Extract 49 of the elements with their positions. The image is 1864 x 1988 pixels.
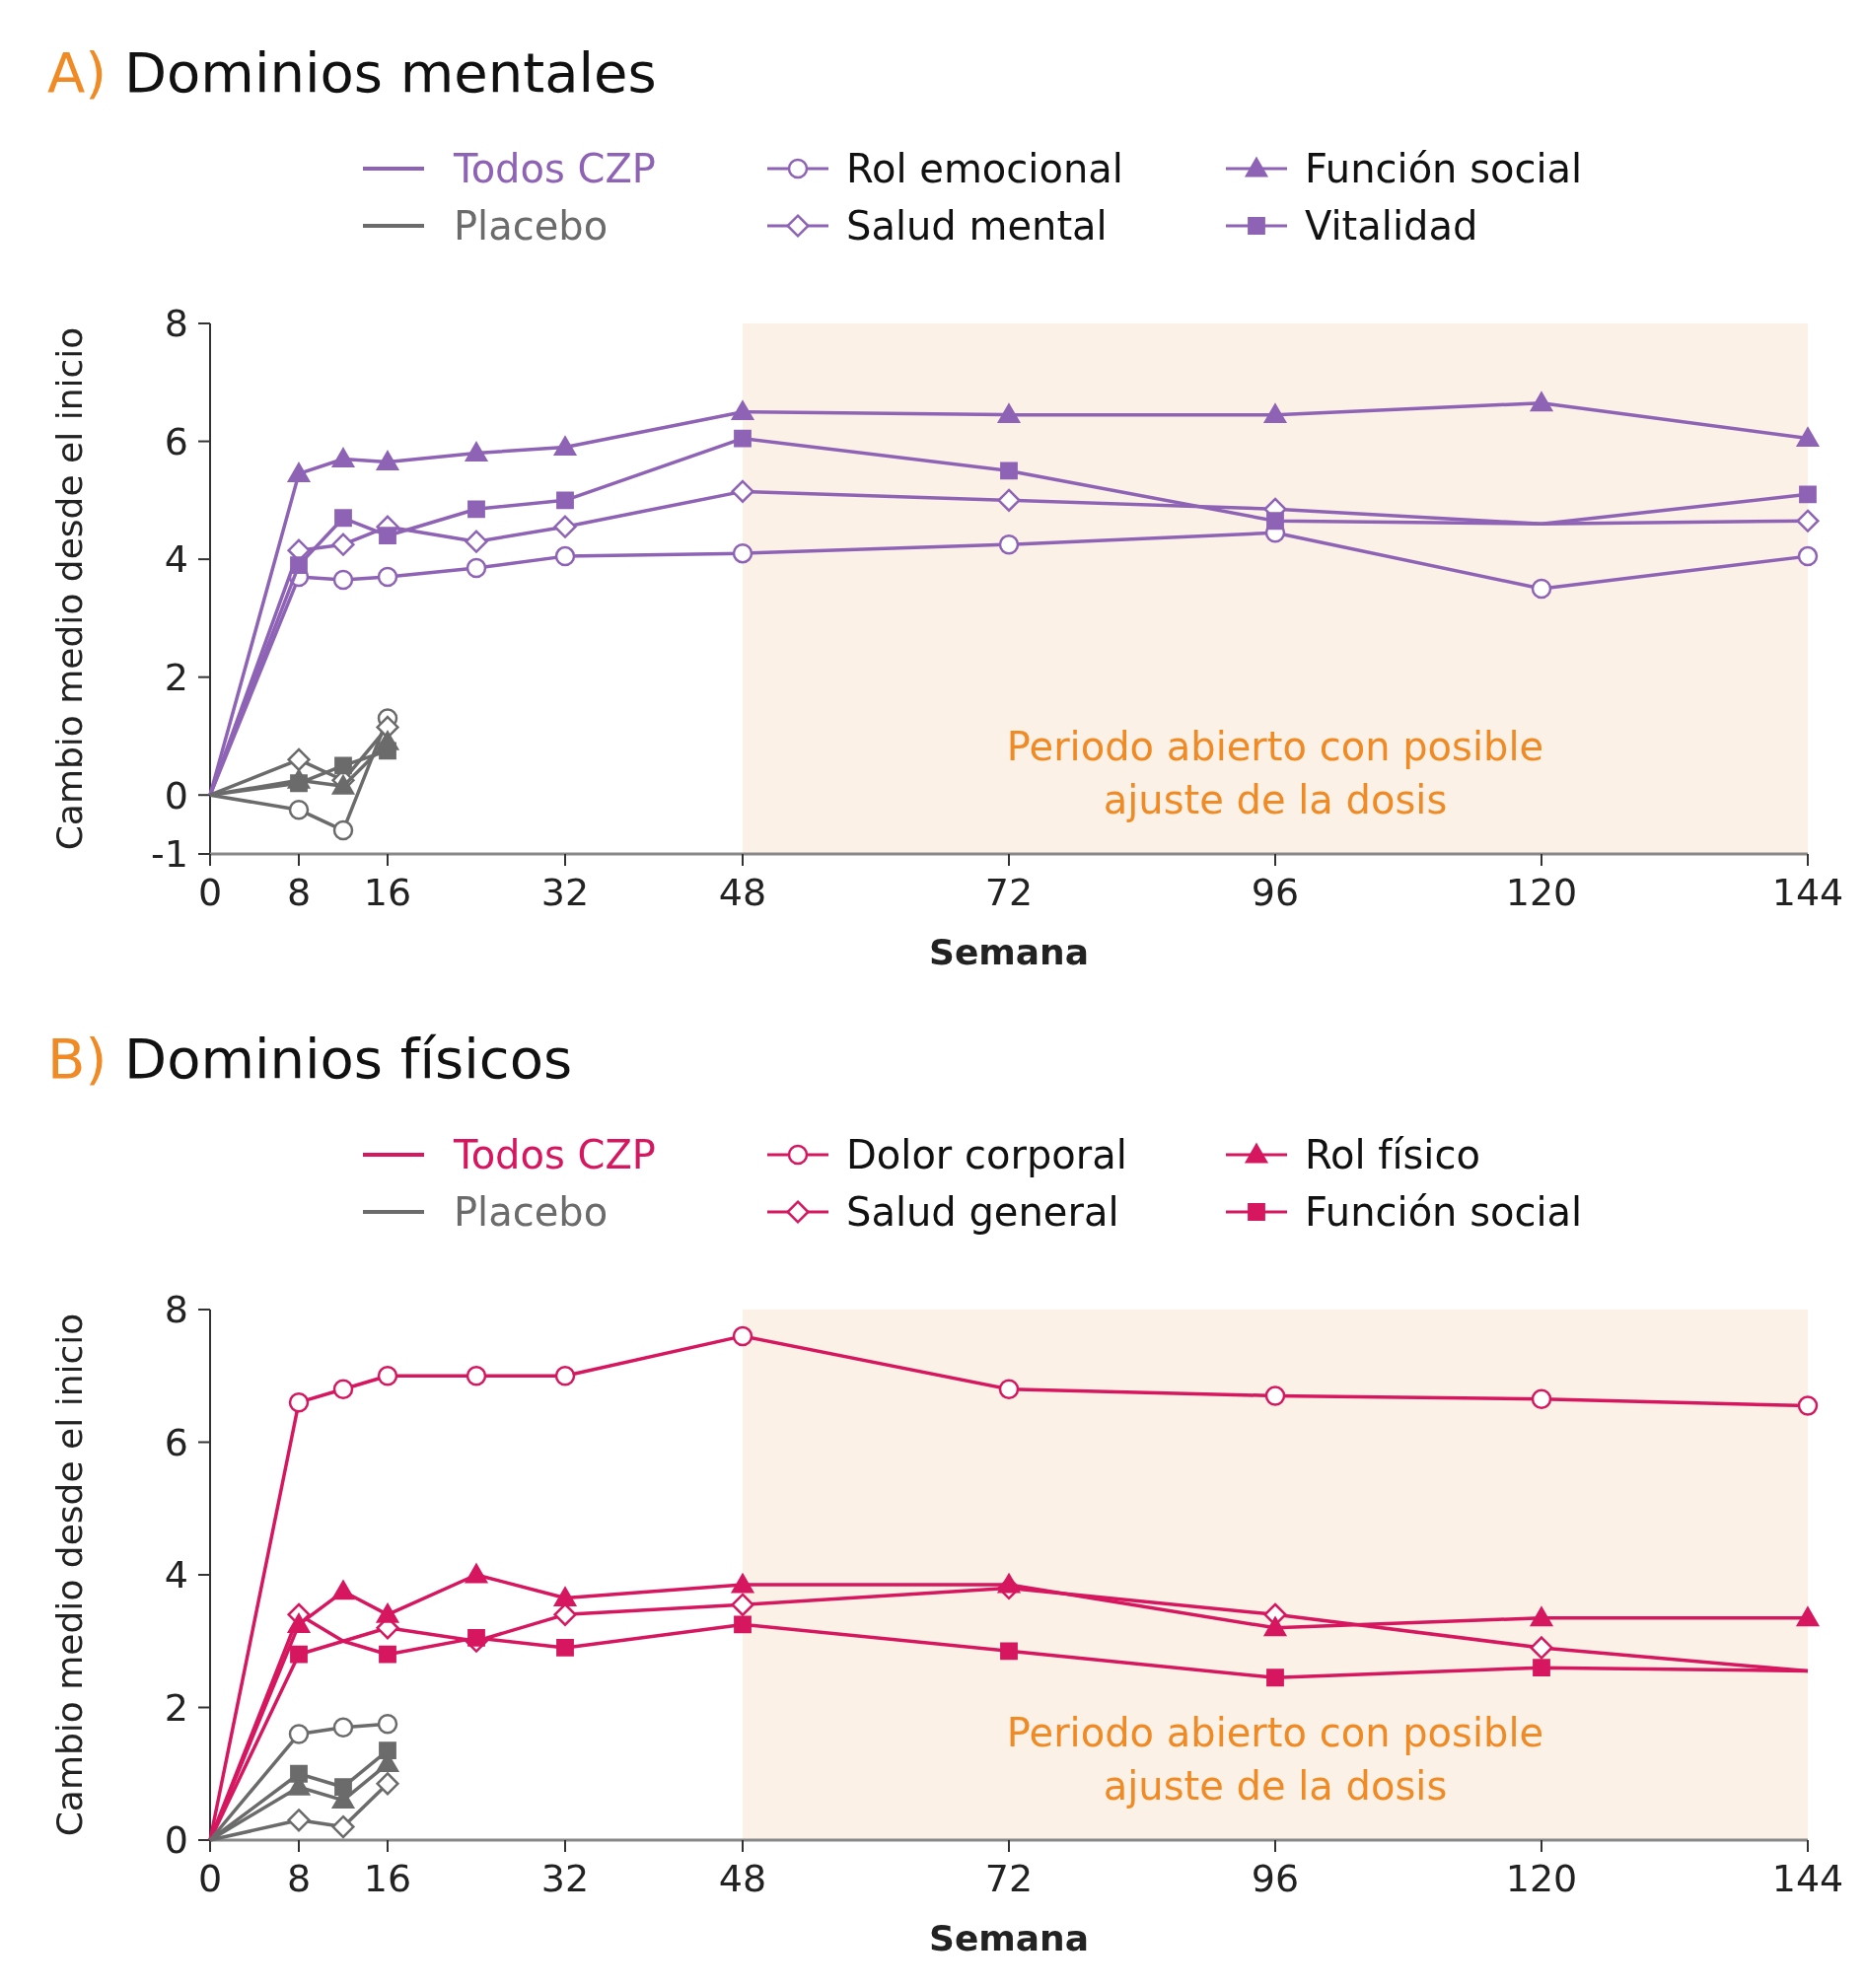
x-tick-label: 96	[1251, 1857, 1300, 1900]
band-label: Periodo abierto con posible ajuste de la dosis	[1006, 1710, 1544, 1809]
legend-label: Función social	[1305, 146, 1583, 191]
y-tick-label: 4	[164, 537, 188, 582]
y-tick-label: 2	[164, 655, 188, 699]
x-tick-label: 144	[1771, 871, 1844, 914]
legend-label: Rol físico	[1305, 1132, 1480, 1177]
x-axis-title: Semana	[928, 1918, 1090, 1958]
band-label: Periodo abierto con posible ajuste de la dosis	[1006, 724, 1544, 822]
text: Todos CZP	[453, 1132, 656, 1177]
text: Placebo	[454, 203, 609, 248]
x-tick-label: 16	[363, 871, 412, 914]
chart-title: A) Dominios mentales	[47, 40, 657, 105]
x-tick-label: 144	[1771, 1857, 1844, 1900]
x-tick-label: 120	[1505, 1857, 1578, 1900]
y-tick-label: 0	[164, 1818, 188, 1863]
y-axis-title: Cambio medio desde el inicio	[49, 1313, 90, 1837]
y-tick-label: -1	[151, 832, 188, 877]
y-tick-label: 0	[164, 773, 188, 817]
y-tick-label: 2	[164, 1685, 188, 1730]
x-tick-label: 8	[286, 871, 312, 914]
y-axis-title: Cambio medio desde el inicio	[49, 326, 90, 851]
x-tick-label: 120	[1505, 871, 1578, 914]
text: Todos CZP	[453, 146, 656, 191]
x-tick-label: 32	[540, 1857, 590, 1900]
y-tick-label: 6	[164, 1420, 188, 1464]
legend-label: Vitalidad	[1305, 203, 1478, 248]
legend-label: Rol emocional	[846, 146, 1123, 191]
legend-label: Función social	[1305, 1189, 1583, 1235]
x-tick-label: 72	[984, 1857, 1034, 1900]
x-tick-label: 48	[718, 1857, 767, 1900]
x-tick-label: 72	[984, 871, 1034, 914]
y-tick-label: 8	[164, 1288, 188, 1332]
x-tick-label: 48	[718, 871, 767, 914]
legend-label: Salud general	[846, 1189, 1119, 1235]
x-tick-label: 8	[286, 1857, 312, 1900]
x-tick-label: 96	[1251, 871, 1300, 914]
text: Placebo	[454, 1189, 609, 1235]
y-tick-label: 4	[164, 1553, 188, 1598]
y-tick-label: 8	[164, 302, 188, 346]
chart-title: B) Dominios físicos	[47, 1027, 573, 1091]
x-tick-label: 32	[540, 871, 590, 914]
legend-label: Salud mental	[846, 203, 1108, 248]
legend-label: Dolor corporal	[846, 1132, 1127, 1177]
x-tick-label: 0	[197, 871, 223, 914]
x-axis-title: Semana	[928, 932, 1090, 972]
y-tick-label: 6	[164, 419, 188, 463]
x-tick-label: 0	[197, 1857, 223, 1900]
x-tick-label: 16	[363, 1857, 412, 1900]
